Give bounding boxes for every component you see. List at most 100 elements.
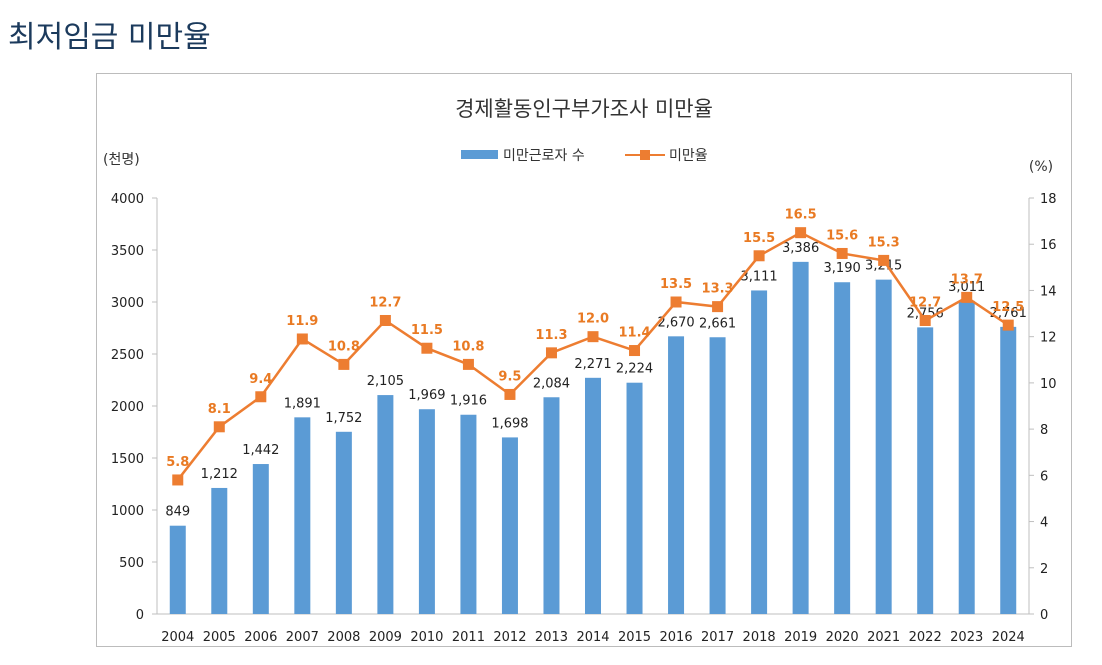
bar xyxy=(875,279,892,614)
right-tick-label: 6 xyxy=(1040,469,1048,484)
rate-marker xyxy=(795,227,807,239)
x-tick-label: 2022 xyxy=(909,630,942,645)
left-tick-label: 2500 xyxy=(111,348,144,363)
rate-marker xyxy=(379,314,391,326)
rate-marker xyxy=(213,421,225,433)
x-tick-label: 2023 xyxy=(950,630,983,645)
x-tick-label: 2024 xyxy=(992,630,1025,645)
bar-data-label: 849 xyxy=(165,505,190,520)
x-tick-label: 2012 xyxy=(493,630,526,645)
right-tick-label: 14 xyxy=(1040,284,1057,299)
rate-marker xyxy=(545,347,557,359)
x-tick-label: 2019 xyxy=(784,630,817,645)
page-title: 최저임금 미만율 xyxy=(8,20,211,55)
bar xyxy=(834,282,851,614)
bar-data-label: 2,084 xyxy=(533,376,570,391)
bar xyxy=(1000,326,1017,614)
bar xyxy=(792,261,809,614)
bar-data-label: 2,756 xyxy=(907,306,944,321)
bar-data-label: 1,698 xyxy=(491,416,528,431)
rate-marker xyxy=(961,291,973,303)
left-tick-label: 3000 xyxy=(111,296,144,311)
rate-data-label: 13.3 xyxy=(702,282,734,297)
bar xyxy=(377,395,394,614)
x-tick-label: 2015 xyxy=(618,630,651,645)
bar xyxy=(501,437,518,614)
x-tick-label: 2006 xyxy=(244,630,277,645)
legend-line-label: 미만율 xyxy=(669,148,708,164)
bar xyxy=(917,327,934,614)
bar-data-label: 2,271 xyxy=(574,357,611,372)
rate-data-label: 9.5 xyxy=(498,369,521,384)
bar-data-label: 1,752 xyxy=(325,411,362,426)
bar-data-label: 3,190 xyxy=(824,261,861,276)
x-tick-label: 2017 xyxy=(701,630,734,645)
rate-data-label: 8.1 xyxy=(208,402,231,417)
rate-line: 5.8 8.1 9.4 11.9 10.8 12.7 11.5 10.8 9.5 11.3 12.0… xyxy=(166,208,1024,486)
x-tick-label: 2020 xyxy=(826,630,859,645)
rate-data-label: 11.9 xyxy=(286,314,318,329)
bar-data-label: 1,212 xyxy=(201,467,238,482)
bar-data-label: 3,011 xyxy=(948,280,985,295)
rate-marker xyxy=(172,474,184,486)
x-tick-label: 2004 xyxy=(161,630,194,645)
bar-data-label: 2,661 xyxy=(699,316,736,331)
x-tick-label: 2011 xyxy=(452,630,485,645)
x-tick-label: 2013 xyxy=(535,630,568,645)
rate-data-label: 13.5 xyxy=(660,277,692,292)
bar xyxy=(294,417,311,614)
rate-data-label: 15.5 xyxy=(743,231,775,246)
bar xyxy=(335,431,352,614)
rate-marker xyxy=(421,342,433,354)
bar-data-label: 1,442 xyxy=(242,443,279,458)
chart-title: 경제활동인구부가조사 미만율 xyxy=(455,97,713,121)
rate-marker xyxy=(296,333,308,345)
bar xyxy=(418,409,435,614)
bar xyxy=(751,290,768,614)
rate-marker xyxy=(255,391,267,403)
rate-data-label: 11.5 xyxy=(411,323,443,338)
bar-data-label: 2,670 xyxy=(657,315,694,330)
rate-marker xyxy=(587,331,599,343)
bar xyxy=(626,382,643,614)
bar xyxy=(709,337,726,614)
bar-data-label: 1,916 xyxy=(450,394,487,409)
rate-data-label: 12.0 xyxy=(577,312,609,327)
x-tick-label: 2021 xyxy=(867,630,900,645)
rate-data-label: 12.7 xyxy=(909,295,941,310)
bars: 849 1,212 1,442 1,891 1,752 2,105 1,969 1,916 1,… xyxy=(165,241,1027,614)
left-tick-label: 0 xyxy=(136,608,144,623)
rate-marker xyxy=(670,296,682,308)
rate-marker xyxy=(504,388,516,400)
left-tick-label: 3500 xyxy=(111,244,144,259)
left-tick-label: 1000 xyxy=(111,504,144,519)
x-tick-label: 2010 xyxy=(410,630,443,645)
rate-marker xyxy=(629,345,641,357)
rate-marker xyxy=(712,301,724,313)
right-tick-label: 16 xyxy=(1040,238,1057,253)
rate-marker xyxy=(919,314,931,326)
right-tick-label: 18 xyxy=(1040,192,1057,207)
bar-data-label: 2,761 xyxy=(990,306,1027,321)
left-tick-label: 1500 xyxy=(111,452,144,467)
rate-data-label: 11.4 xyxy=(618,326,650,341)
left-tick-label: 2000 xyxy=(111,400,144,415)
rate-data-label: 10.8 xyxy=(452,339,484,354)
bar xyxy=(585,377,601,614)
rate-data-label: 12.5 xyxy=(992,300,1024,315)
x-tick-label: 2008 xyxy=(327,630,360,645)
rate-marker xyxy=(338,358,350,370)
rate-marker xyxy=(462,358,474,370)
right-axis-unit: (%) xyxy=(1029,159,1053,175)
bar-data-label: 3,386 xyxy=(782,241,819,256)
bar xyxy=(958,300,975,614)
right-tick-label: 10 xyxy=(1040,377,1057,392)
x-tick-label: 2016 xyxy=(660,630,693,645)
rate-data-label: 15.6 xyxy=(826,228,858,243)
legend-line-marker xyxy=(640,150,650,160)
bar xyxy=(668,336,685,614)
rate-data-label: 5.8 xyxy=(166,455,189,470)
bar-data-label: 1,891 xyxy=(284,396,321,411)
bar xyxy=(460,414,477,614)
bar-data-label: 3,215 xyxy=(865,259,902,274)
